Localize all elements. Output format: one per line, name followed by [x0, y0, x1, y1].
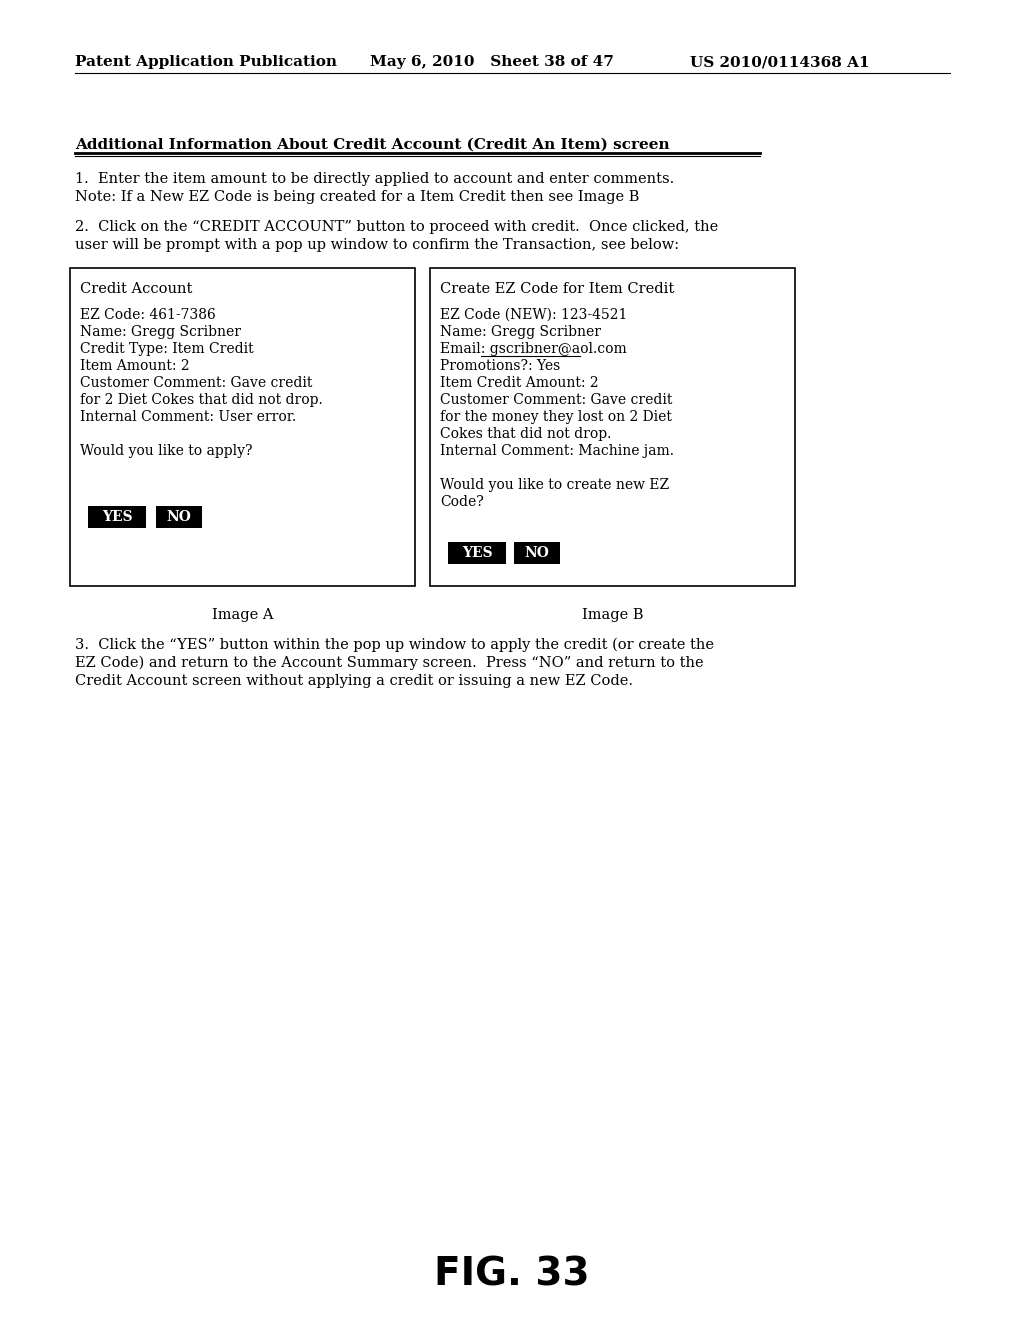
- Text: Promotions?: Yes: Promotions?: Yes: [440, 359, 560, 374]
- Text: Would you like to create new EZ: Would you like to create new EZ: [440, 478, 669, 492]
- Text: Create EZ Code for Item Credit: Create EZ Code for Item Credit: [440, 282, 674, 296]
- Text: 3.  Click the “YES” button within the pop up window to apply the credit (or crea: 3. Click the “YES” button within the pop…: [75, 638, 714, 652]
- Text: Code?: Code?: [440, 495, 483, 510]
- Text: EZ Code (NEW): 123-4521: EZ Code (NEW): 123-4521: [440, 308, 628, 322]
- Text: NO: NO: [167, 510, 191, 524]
- Text: Credit Account: Credit Account: [80, 282, 193, 296]
- Text: YES: YES: [462, 546, 493, 560]
- Text: Cokes that did not drop.: Cokes that did not drop.: [440, 426, 611, 441]
- Text: NO: NO: [524, 546, 550, 560]
- Text: Item Credit Amount: 2: Item Credit Amount: 2: [440, 376, 599, 389]
- FancyBboxPatch shape: [70, 268, 415, 586]
- Text: Name: Gregg Scribner: Name: Gregg Scribner: [440, 325, 601, 339]
- Text: Credit Account screen without applying a credit or issuing a new EZ Code.: Credit Account screen without applying a…: [75, 675, 633, 688]
- Text: for 2 Diet Cokes that did not drop.: for 2 Diet Cokes that did not drop.: [80, 393, 323, 407]
- FancyBboxPatch shape: [88, 506, 146, 528]
- Text: Patent Application Publication: Patent Application Publication: [75, 55, 337, 69]
- FancyBboxPatch shape: [514, 543, 560, 564]
- Text: US 2010/0114368 A1: US 2010/0114368 A1: [690, 55, 869, 69]
- Text: for the money they lost on 2 Diet: for the money they lost on 2 Diet: [440, 411, 672, 424]
- Text: EZ Code: 461-7386: EZ Code: 461-7386: [80, 308, 216, 322]
- Text: Would you like to apply?: Would you like to apply?: [80, 444, 253, 458]
- Text: Item Amount: 2: Item Amount: 2: [80, 359, 189, 374]
- Text: Name: Gregg Scribner: Name: Gregg Scribner: [80, 325, 241, 339]
- Text: 2.  Click on the “CREDIT ACCOUNT” button to proceed with credit.  Once clicked, : 2. Click on the “CREDIT ACCOUNT” button …: [75, 220, 718, 234]
- Text: user will be prompt with a pop up window to confirm the Transaction, see below:: user will be prompt with a pop up window…: [75, 238, 679, 252]
- Text: FIG. 33: FIG. 33: [434, 1255, 590, 1294]
- Text: 1.  Enter the item amount to be directly applied to account and enter comments.: 1. Enter the item amount to be directly …: [75, 172, 674, 186]
- Text: EZ Code) and return to the Account Summary screen.  Press “NO” and return to the: EZ Code) and return to the Account Summa…: [75, 656, 703, 671]
- Text: YES: YES: [101, 510, 132, 524]
- Text: May 6, 2010   Sheet 38 of 47: May 6, 2010 Sheet 38 of 47: [370, 55, 613, 69]
- Text: Customer Comment: Gave credit: Customer Comment: Gave credit: [80, 376, 312, 389]
- Text: Email: gscribner@aol.com: Email: gscribner@aol.com: [440, 342, 627, 356]
- Text: Image B: Image B: [582, 609, 643, 622]
- FancyBboxPatch shape: [430, 268, 795, 586]
- FancyBboxPatch shape: [156, 506, 202, 528]
- Text: Note: If a New EZ Code is being created for a Item Credit then see Image B: Note: If a New EZ Code is being created …: [75, 190, 639, 205]
- Text: Credit Type: Item Credit: Credit Type: Item Credit: [80, 342, 254, 356]
- Text: Customer Comment: Gave credit: Customer Comment: Gave credit: [440, 393, 673, 407]
- Text: Internal Comment: Machine jam.: Internal Comment: Machine jam.: [440, 444, 674, 458]
- Text: Internal Comment: User error.: Internal Comment: User error.: [80, 411, 296, 424]
- Text: Image A: Image A: [212, 609, 273, 622]
- Text: Additional Information About Credit Account (Credit An Item) screen: Additional Information About Credit Acco…: [75, 139, 670, 152]
- FancyBboxPatch shape: [449, 543, 506, 564]
